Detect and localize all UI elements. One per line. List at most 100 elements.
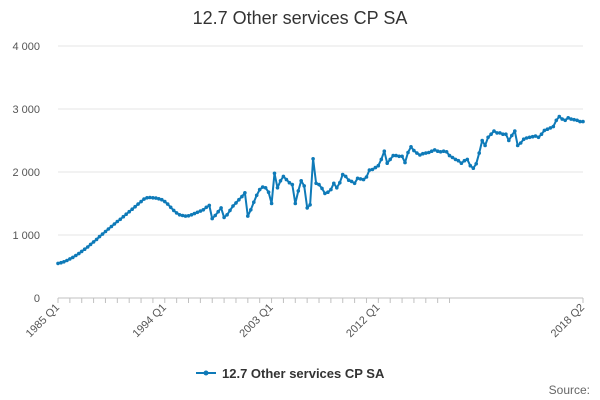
data-point[interactable]: [168, 205, 173, 210]
data-point[interactable]: [189, 213, 194, 217]
data-point[interactable]: [501, 132, 505, 136]
data-point[interactable]: [429, 149, 434, 153]
data-point[interactable]: [370, 167, 375, 172]
data-point[interactable]: [510, 133, 514, 138]
data-point[interactable]: [314, 181, 318, 186]
data-point[interactable]: [338, 180, 342, 185]
data-point[interactable]: [234, 201, 238, 205]
data-point[interactable]: [163, 199, 167, 204]
data-point[interactable]: [263, 186, 268, 190]
data-point[interactable]: [406, 150, 410, 155]
data-point[interactable]: [480, 138, 485, 143]
data-point[interactable]: [521, 137, 526, 141]
data-point[interactable]: [254, 193, 259, 198]
data-point[interactable]: [171, 208, 176, 213]
data-point[interactable]: [118, 217, 123, 222]
data-point[interactable]: [424, 151, 428, 155]
data-point[interactable]: [483, 143, 487, 148]
data-point[interactable]: [536, 135, 541, 140]
data-point[interactable]: [355, 176, 360, 181]
data-point[interactable]: [210, 216, 214, 221]
data-point[interactable]: [124, 212, 128, 216]
data-point[interactable]: [243, 191, 247, 195]
data-point[interactable]: [65, 258, 69, 263]
data-point[interactable]: [438, 150, 443, 154]
data-point[interactable]: [447, 153, 452, 158]
data-point[interactable]: [471, 166, 476, 170]
data-point[interactable]: [563, 118, 567, 123]
data-point[interactable]: [160, 197, 164, 202]
data-point[interactable]: [329, 187, 333, 192]
data-point[interactable]: [382, 149, 387, 153]
data-point[interactable]: [148, 195, 152, 200]
data-point[interactable]: [465, 157, 470, 162]
data-point[interactable]: [216, 209, 220, 214]
data-point[interactable]: [79, 249, 84, 254]
data-point[interactable]: [88, 242, 93, 247]
data-point[interactable]: [548, 126, 553, 130]
data-point[interactable]: [213, 213, 217, 218]
data-point[interactable]: [332, 181, 336, 186]
data-point[interactable]: [444, 150, 449, 154]
data-point[interactable]: [127, 209, 131, 214]
data-point[interactable]: [246, 214, 250, 218]
data-point[interactable]: [518, 141, 523, 145]
data-point[interactable]: [320, 186, 324, 191]
data-point[interactable]: [515, 143, 520, 148]
data-point[interactable]: [367, 168, 372, 172]
data-point[interactable]: [82, 247, 87, 251]
data-point[interactable]: [252, 200, 256, 204]
data-point[interactable]: [305, 206, 310, 210]
data-point[interactable]: [302, 184, 307, 188]
data-point[interactable]: [403, 160, 407, 165]
data-point[interactable]: [186, 214, 191, 218]
data-point[interactable]: [281, 174, 286, 179]
data-point[interactable]: [91, 240, 96, 244]
data-point[interactable]: [278, 179, 283, 183]
data-point[interactable]: [136, 202, 140, 206]
data-point[interactable]: [151, 196, 155, 200]
data-point[interactable]: [427, 150, 431, 155]
data-point[interactable]: [373, 165, 378, 170]
data-point[interactable]: [284, 177, 289, 182]
data-point[interactable]: [94, 237, 99, 242]
data-point[interactable]: [192, 211, 197, 216]
data-point[interactable]: [394, 153, 398, 158]
data-point[interactable]: [231, 204, 235, 208]
data-point[interactable]: [225, 213, 229, 217]
data-point[interactable]: [421, 151, 425, 156]
data-point[interactable]: [364, 175, 369, 179]
data-point[interactable]: [71, 255, 75, 260]
data-point[interactable]: [293, 201, 298, 206]
data-point[interactable]: [77, 251, 81, 256]
data-point[interactable]: [272, 171, 277, 176]
data-point[interactable]: [352, 181, 357, 186]
data-point[interactable]: [133, 204, 137, 209]
data-point[interactable]: [340, 172, 345, 177]
data-point[interactable]: [323, 191, 327, 196]
data-point[interactable]: [489, 132, 493, 136]
data-point[interactable]: [412, 148, 416, 153]
data-point[interactable]: [361, 177, 366, 182]
data-point[interactable]: [486, 135, 490, 140]
data-point[interactable]: [204, 205, 209, 210]
data-point[interactable]: [335, 186, 339, 190]
data-point[interactable]: [346, 178, 351, 182]
data-point[interactable]: [450, 155, 455, 160]
data-point[interactable]: [542, 128, 547, 133]
data-point[interactable]: [477, 151, 482, 155]
data-point[interactable]: [400, 154, 404, 159]
data-point[interactable]: [349, 179, 354, 184]
data-point[interactable]: [154, 196, 158, 200]
data-point[interactable]: [581, 119, 585, 124]
data-point[interactable]: [376, 163, 381, 168]
data-point[interactable]: [453, 157, 458, 162]
data-point[interactable]: [201, 208, 206, 212]
data-point[interactable]: [296, 189, 301, 193]
data-point[interactable]: [266, 190, 271, 194]
data-point[interactable]: [311, 157, 315, 161]
data-point[interactable]: [379, 157, 384, 162]
data-point[interactable]: [308, 203, 312, 207]
data-point[interactable]: [358, 177, 363, 181]
data-point[interactable]: [249, 208, 253, 212]
